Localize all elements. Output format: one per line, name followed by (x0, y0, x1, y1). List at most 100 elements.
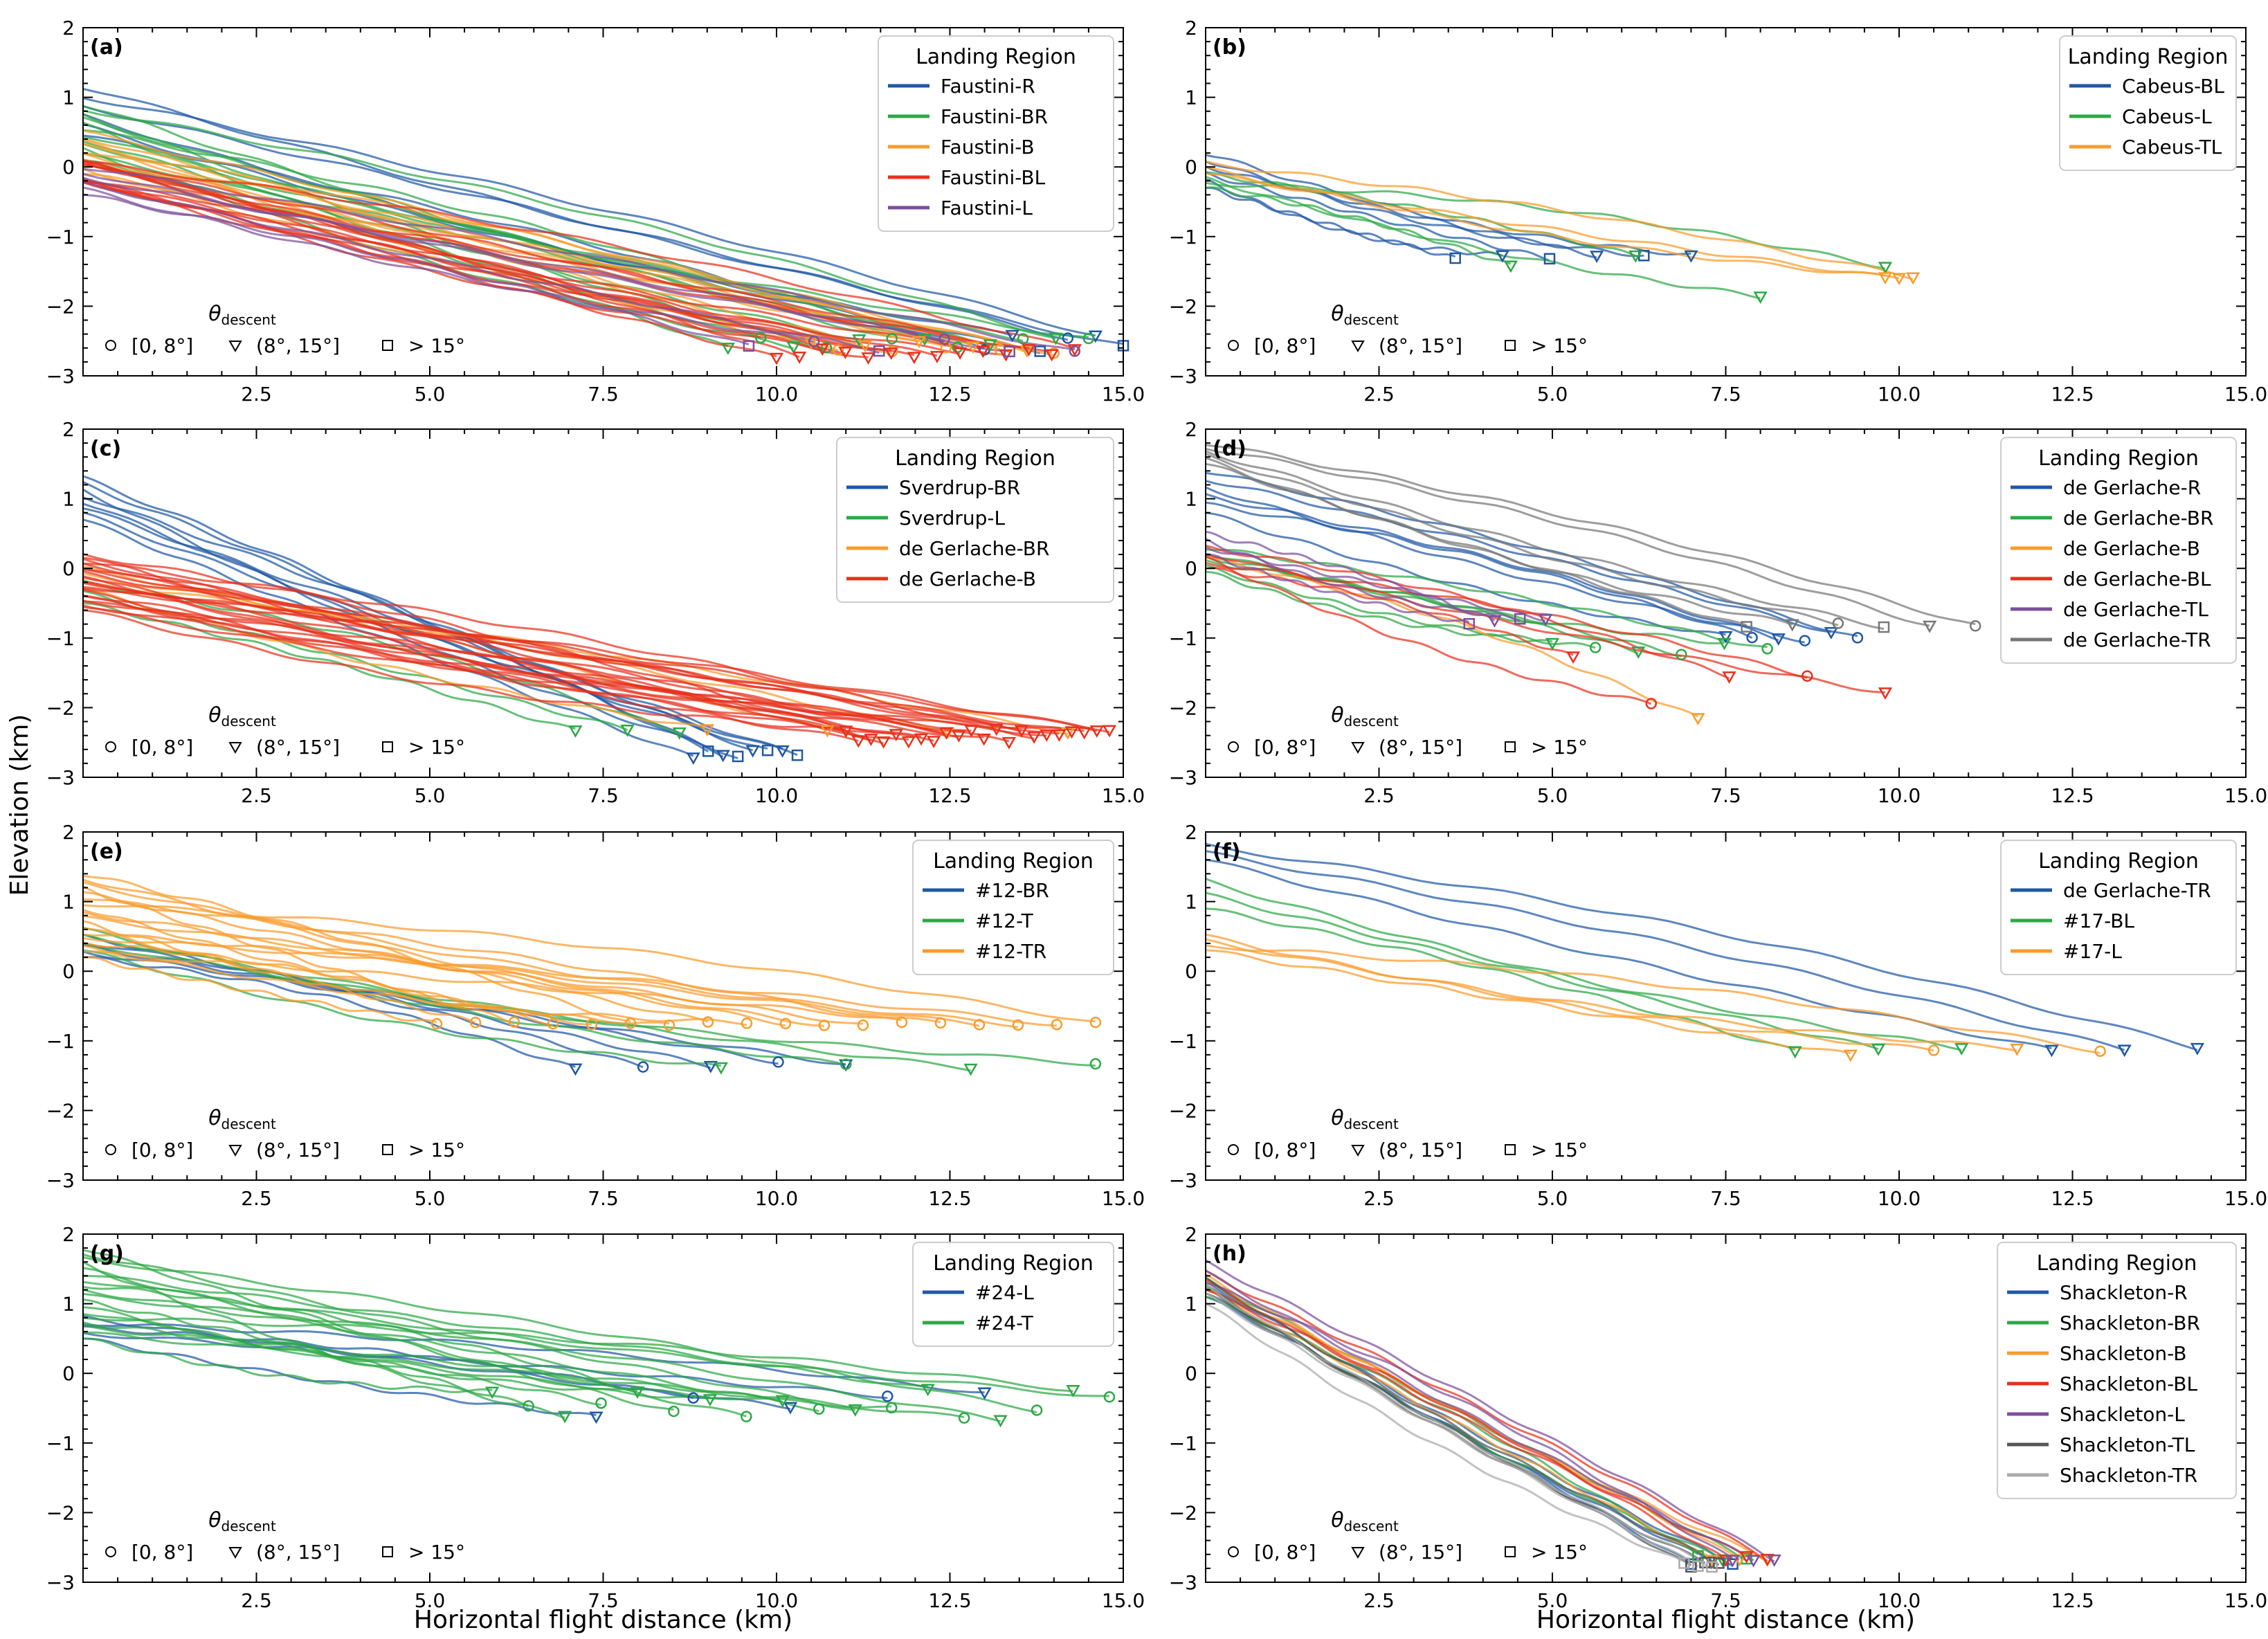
theta-legend: θdescent [0, 8°] (8°, 15°] > 15° (105, 302, 465, 357)
trajectory-line (83, 1292, 1001, 1422)
trajectory-line (1206, 850, 2125, 1051)
end-marker-triangle (1771, 633, 1786, 646)
theta-legend-marker-triangle (1351, 1547, 1365, 1559)
theta-legend: θdescent [0, 8°] (8°, 15°] > 15° (1228, 1508, 1588, 1564)
theta-legend-marker-triangle (228, 1145, 242, 1157)
trajectory-line (83, 186, 815, 343)
trajectory-line (83, 949, 722, 1067)
trajectory-line (83, 881, 1019, 1029)
end-marker-triangle (2010, 1043, 2024, 1056)
end-marker-circle (1031, 1404, 1043, 1416)
y-tick-label: −1 (46, 627, 75, 650)
ticks (1205, 1233, 2247, 1583)
end-marker-triangle (792, 351, 807, 364)
theta-legend-label: [0, 8°] (1254, 334, 1316, 357)
legend-entry: Shackleton-BL (2060, 1373, 2197, 1395)
x-axis-label-left: Horizontal flight distance (km) (414, 1606, 792, 1634)
y-tick-label: 0 (1185, 1362, 1197, 1385)
trajectory-line (1206, 447, 1930, 627)
end-marker-triangle (1725, 1555, 1740, 1568)
theta-legend-marker-triangle (1351, 1145, 1365, 1157)
panel-label: (b) (1213, 35, 1246, 60)
theta-legend-label: (8°, 15°] (1379, 1139, 1462, 1161)
x-tick-label: 12.5 (2051, 1187, 2094, 1210)
y-tick-label: −3 (1169, 1571, 1197, 1594)
end-marker-circle (1017, 333, 1029, 345)
legend-entry: de Gerlache-BR (2063, 507, 2213, 529)
end-marker-circle (886, 333, 898, 345)
trajectory-line (1206, 1259, 1775, 1563)
theta-legend-label: > 15° (1531, 736, 1588, 759)
end-marker-circle (813, 1403, 825, 1415)
legend-entry: #17-L (2063, 940, 2122, 963)
trajectory-line (1206, 175, 1761, 300)
end-marker-triangle (714, 1062, 728, 1075)
trajectory-line (1206, 160, 1914, 280)
trajectory-line (1206, 1303, 1685, 1563)
y-tick-label: 1 (1185, 891, 1197, 914)
panel-g: 2.5 5.0 7.5 10.0 12.5 15.0 2 1 0 −1 −2 −3 (g) Landing… (46, 1223, 1145, 1612)
end-marker-triangle (963, 1063, 978, 1076)
legend-entry: #12-T (975, 909, 1034, 932)
end-marker-triangle (911, 336, 927, 349)
end-marker-square (1004, 345, 1015, 358)
end-marker-triangle (1878, 262, 1893, 275)
y-tick-label: −3 (1169, 1169, 1197, 1192)
end-marker-triangle (630, 1386, 645, 1399)
y-tick-label: 0 (62, 557, 75, 580)
y-tick-label: −3 (46, 1169, 75, 1192)
legend-entry: de Gerlache-TR (2063, 628, 2211, 651)
theta-legend-marker-square (382, 340, 393, 351)
trajectory-line (83, 609, 846, 730)
trajectory-line (1206, 555, 1652, 705)
end-marker-triangle (1040, 729, 1054, 742)
end-marker-circle (938, 333, 950, 345)
end-marker-circle (779, 1017, 792, 1030)
x-tick-label: 15.0 (1102, 1589, 1145, 1612)
trajectory-line (83, 1256, 1037, 1413)
end-marker-triangle (568, 725, 583, 738)
trajectory-line (1206, 1278, 1748, 1558)
theta-legend-title: θdescent (1331, 1106, 1399, 1132)
panel-label: (a) (90, 35, 123, 60)
y-tick-label: 1 (62, 891, 75, 914)
end-marker-triangle (848, 1404, 862, 1417)
theta-legend-marker-circle (1228, 1144, 1239, 1155)
trajectory-line (83, 586, 1098, 732)
legend-entry: Shackleton-TL (2060, 1433, 2195, 1456)
legend-entry: Shackleton-B (2060, 1342, 2186, 1365)
y-tick-label: 2 (1185, 418, 1197, 441)
theta-legend-label: > 15° (1531, 1541, 1588, 1564)
end-marker-triangle (745, 745, 760, 758)
end-marker-triangle (1022, 344, 1036, 356)
trajectory-line (1206, 178, 1503, 257)
end-markers (1449, 250, 1921, 305)
panel-b: 2.5 5.0 7.5 10.0 12.5 15.0 2 1 0 −1 −2 −3 (b) Landing… (1169, 17, 2267, 406)
y-tick-label: −1 (46, 1030, 75, 1053)
theta-legend-title: θdescent (1331, 1508, 1399, 1534)
end-markers (1463, 613, 1981, 726)
y-tick-label: 1 (1185, 488, 1197, 511)
end-marker-square (1713, 1557, 1725, 1569)
end-marker-circle (547, 1017, 559, 1030)
theta-legend-marker-triangle (228, 742, 242, 754)
legend-title: Landing Region (2038, 446, 2199, 471)
end-marker-triangle (2117, 1044, 2132, 1058)
y-tick-label: −2 (46, 295, 75, 318)
end-marker-triangle (1566, 651, 1581, 664)
end-marker-triangle (1788, 1046, 1802, 1059)
end-marker-triangle (589, 1411, 604, 1424)
x-tick-label: 7.5 (588, 1187, 619, 1210)
x-tick-label: 12.5 (2051, 1589, 2094, 1612)
theta-legend-marker-triangle (228, 341, 242, 353)
y-tick-label: −1 (1169, 627, 1197, 650)
end-marker-triangle (851, 735, 866, 748)
end-marker-circle (702, 1016, 714, 1028)
trajectory-line (1206, 1292, 1699, 1568)
end-marker-triangle (1878, 687, 1893, 700)
trajectory-line (83, 568, 1072, 731)
end-markers (1678, 1550, 1781, 1573)
series-lines (83, 87, 1123, 359)
x-tick-label: 2.5 (241, 1187, 272, 1210)
end-marker-circle (940, 341, 952, 354)
